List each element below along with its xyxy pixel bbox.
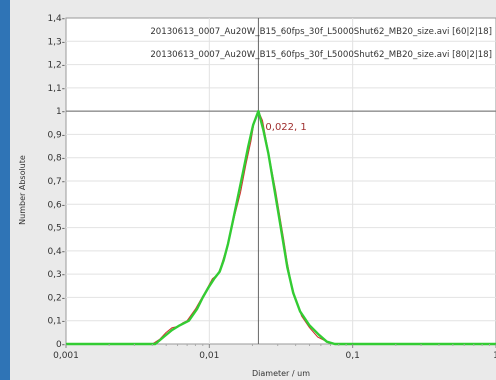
- size-distribution-chart: 0- 0,1- 0,2- 0,3- 0,4- 0,5- 0,6- 0,7- 0,8- 0,9- 1-…: [18, 14, 496, 378]
- x-tick-label: 1: [493, 351, 496, 361]
- series-lines: [66, 109, 496, 346]
- crosshair: [66, 18, 496, 344]
- y-tick-label: 0,4-: [47, 247, 65, 257]
- y-tick-label: 0,7-: [47, 177, 65, 187]
- x-tick-label: 0,1: [346, 351, 360, 361]
- x-axis-label: Diameter / um: [252, 369, 310, 378]
- y-axis-label: Number Absolute: [18, 155, 27, 225]
- y-tick-label: 0,1-: [47, 317, 65, 327]
- y-tick-label: 0,9-: [47, 130, 65, 140]
- y-tick-label: 0,8-: [47, 154, 65, 164]
- y-tick-label: 0,3-: [47, 270, 65, 280]
- x-tick-label: 0,01: [199, 351, 219, 361]
- y-tick-label: 0-: [56, 340, 65, 350]
- y-tick-label: 0,6-: [47, 200, 65, 210]
- peak-annotation: 0,022, 1: [265, 122, 306, 133]
- y-tick-label: 1,4-: [47, 14, 65, 24]
- x-tick-label: 0,001: [53, 351, 79, 361]
- y-axis: 0- 0,1- 0,2- 0,3- 0,4- 0,5- 0,6- 0,7- 0,8- 0,9- 1-…: [47, 14, 496, 350]
- y-tick-label: 1,3-: [47, 37, 65, 47]
- legend-entry-1: 20130613_0007_Au20W_B15_60fps_30f_L5000S…: [150, 27, 492, 37]
- legend-entry-2: 20130613_0007_Au20W_B15_60fps_30f_L5000S…: [150, 50, 492, 60]
- y-tick-label: 1,2-: [47, 61, 65, 71]
- chart-panel: 0- 0,1- 0,2- 0,3- 0,4- 0,5- 0,6- 0,7- 0,8- 0,9- 1-…: [10, 0, 496, 380]
- series-line-2: [66, 109, 496, 346]
- y-tick-label: 0,5-: [47, 224, 65, 234]
- y-tick-label: 1,1-: [47, 84, 65, 94]
- x-axis: 0,001 0,01 0,1 1: [53, 344, 496, 361]
- y-tick-label: 1-: [56, 107, 65, 117]
- y-tick-label: 0,2-: [47, 293, 65, 303]
